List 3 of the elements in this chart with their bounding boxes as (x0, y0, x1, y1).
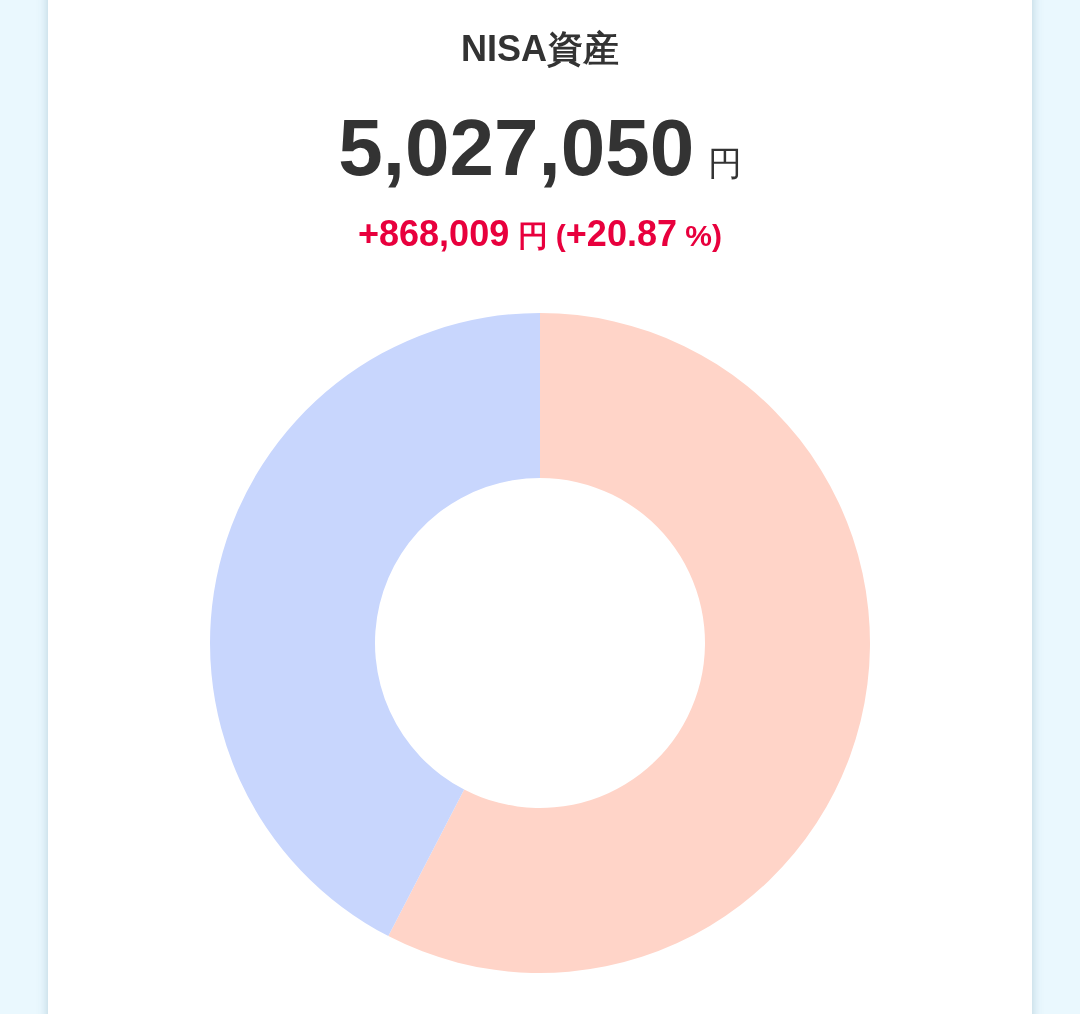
text: +868,009 円 (+20.87 %) (358, 213, 722, 254)
chart-title: NISA資産 (460, 28, 620, 69)
chart-subtitle: 5,027,050 円 (338, 103, 742, 192)
